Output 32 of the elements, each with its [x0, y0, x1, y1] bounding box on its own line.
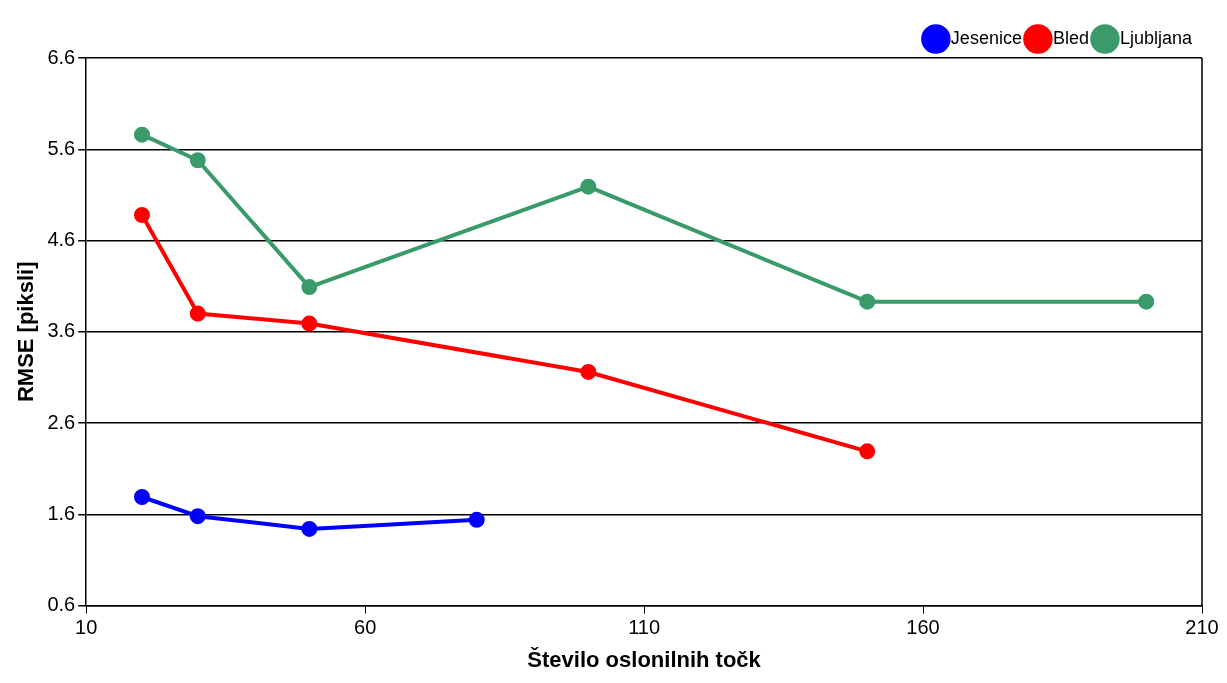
point	[133, 206, 150, 223]
y-tick-label: 1.6	[47, 501, 76, 524]
point	[580, 178, 597, 195]
y-tick-label: 5.6	[47, 136, 76, 159]
point	[859, 443, 876, 460]
point	[859, 293, 876, 310]
y-axis-title: RMSE [piksli]	[13, 261, 39, 403]
x-tick-label: 60	[354, 616, 377, 639]
y-tick-label: 3.6	[47, 319, 76, 342]
point	[301, 279, 318, 296]
point	[189, 305, 206, 322]
point	[189, 152, 206, 169]
x-tick-label: 160	[906, 616, 940, 639]
legend-label: Bled	[1052, 27, 1089, 48]
legend-label: Ljubljana	[1119, 27, 1193, 48]
y-tick-label: 6.6	[47, 45, 76, 68]
y-tick-label: 0.6	[47, 593, 76, 616]
legend-label: Jesenice	[950, 27, 1022, 48]
point	[468, 511, 485, 528]
point	[1138, 293, 1155, 310]
point	[580, 363, 597, 380]
x-axis-title: Število oslonilnih točk	[527, 646, 762, 672]
x-tick-label: 10	[75, 616, 98, 639]
point	[301, 520, 318, 537]
x-tick-label: 210	[1185, 616, 1219, 639]
x-tick-label: 110	[628, 616, 661, 639]
point	[133, 488, 150, 505]
y-tick-label: 4.6	[47, 228, 76, 251]
point	[189, 508, 206, 525]
point	[133, 126, 150, 143]
y-tick-label: 2.6	[47, 410, 76, 433]
point	[301, 315, 318, 332]
